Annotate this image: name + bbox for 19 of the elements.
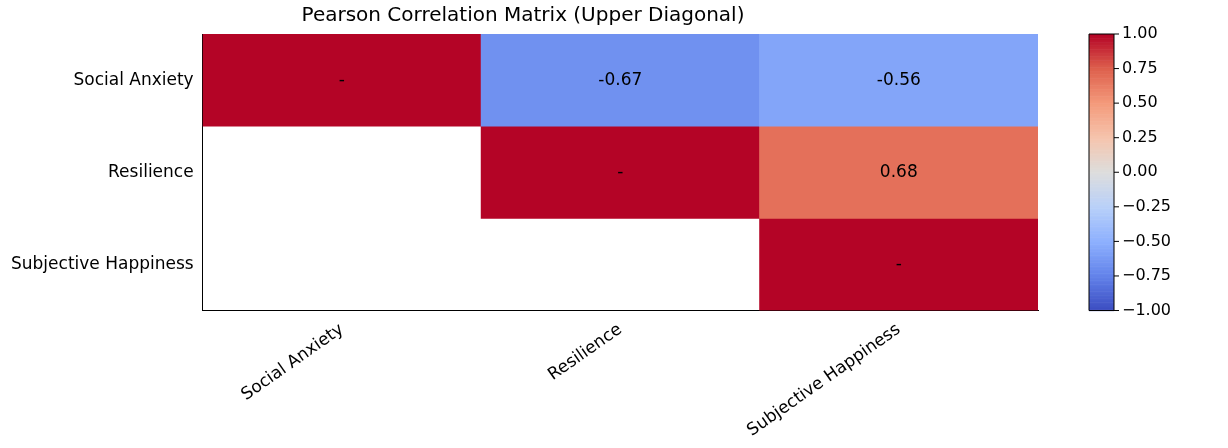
y-tick-label: Subjective Happiness	[10, 252, 194, 273]
color-bar-label: 0.00	[1122, 161, 1158, 181]
data-label: -	[338, 68, 345, 89]
y-tick-label: Social Anxiety	[73, 68, 194, 89]
data-label: -0.56	[876, 68, 921, 89]
data-label: 0.68	[879, 160, 918, 181]
data-label: -0.67	[598, 68, 643, 89]
color-bar-label: −1.00	[1122, 299, 1172, 319]
color-bar-label: 1.00	[1122, 23, 1158, 43]
chart-title: Pearson Correlation Matrix (Upper Diagonal)	[301, 2, 745, 27]
color-bar-label: 0.25	[1122, 126, 1158, 146]
color-bar-label: −0.50	[1122, 230, 1172, 250]
color-bar-label: 0.75	[1122, 57, 1158, 77]
color-bar-label: −0.25	[1122, 195, 1172, 215]
y-tick-label: Resilience	[108, 160, 194, 181]
color-bar-label: −0.75	[1122, 265, 1172, 285]
color-bar-label: 0.50	[1122, 92, 1158, 112]
data-label: -	[895, 252, 902, 273]
data-label: -	[617, 160, 624, 181]
